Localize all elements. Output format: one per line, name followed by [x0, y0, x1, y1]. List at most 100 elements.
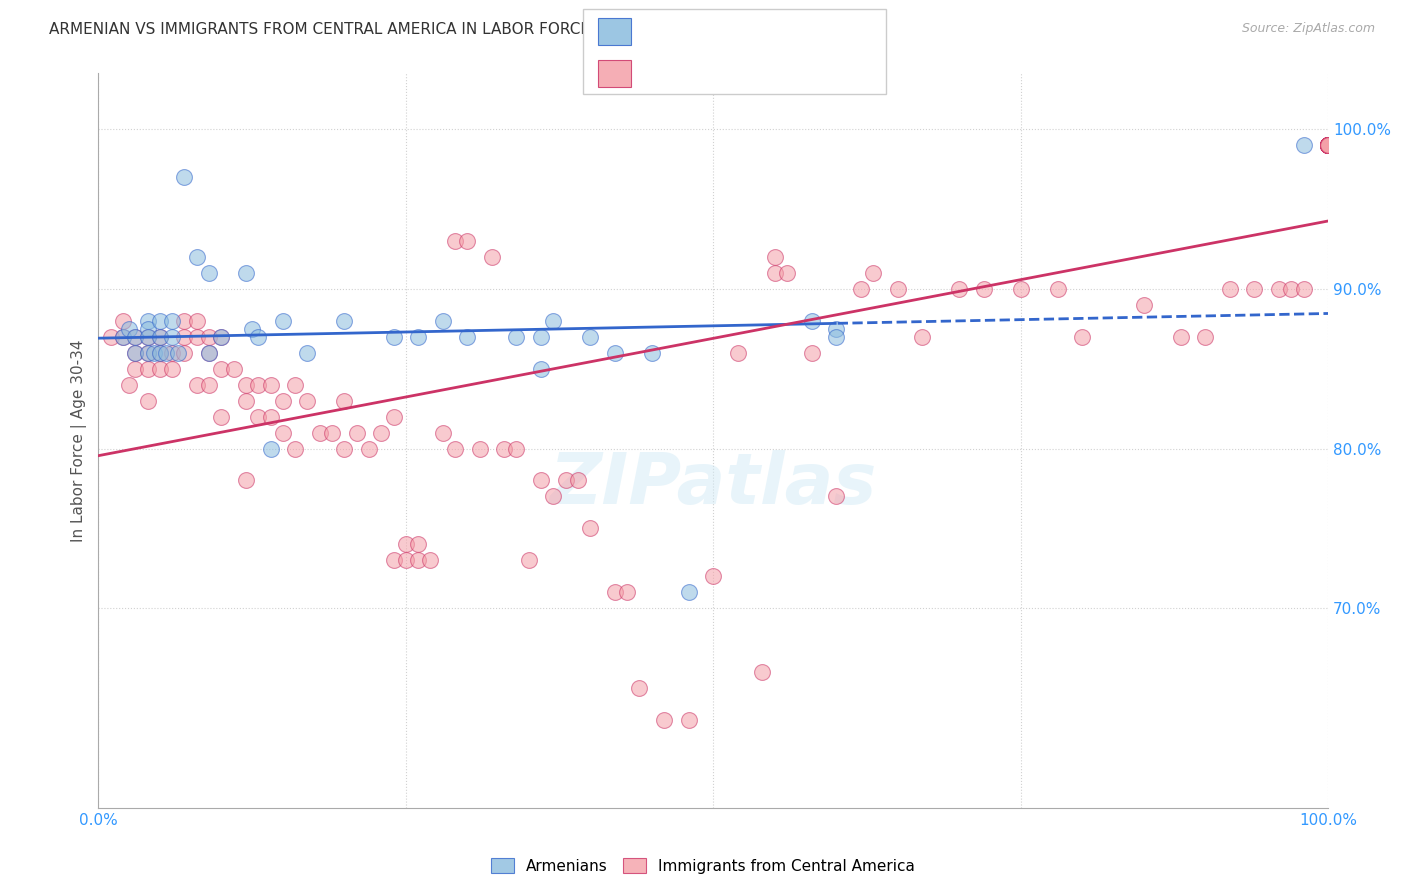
Point	[160, 329, 183, 343]
Point	[284, 377, 307, 392]
Text: 44: 44	[747, 24, 766, 38]
Point	[1317, 137, 1340, 152]
Point	[432, 425, 454, 440]
Point	[346, 425, 368, 440]
Point	[198, 345, 221, 359]
Point	[763, 250, 786, 264]
Point	[800, 345, 823, 359]
Point	[678, 713, 700, 727]
Point	[149, 329, 172, 343]
Y-axis label: In Labor Force | Age 30-34: In Labor Force | Age 30-34	[72, 339, 87, 541]
Point	[776, 266, 799, 280]
Point	[702, 569, 724, 583]
Text: 0.048: 0.048	[661, 24, 704, 38]
Point	[136, 361, 159, 376]
Point	[136, 345, 159, 359]
Point	[678, 585, 700, 599]
Point	[136, 345, 159, 359]
Point	[406, 329, 429, 343]
Point	[652, 713, 675, 727]
Point	[124, 329, 146, 343]
Point	[149, 345, 172, 359]
Point	[118, 321, 141, 335]
Point	[1317, 137, 1340, 152]
Point	[259, 442, 281, 456]
Point	[517, 553, 540, 567]
Point	[167, 345, 190, 359]
Point	[444, 234, 467, 248]
Point	[100, 329, 122, 343]
Point	[1010, 282, 1032, 296]
Text: ZIPatlas: ZIPatlas	[550, 450, 877, 519]
Point	[124, 329, 146, 343]
Point	[1317, 137, 1340, 152]
Text: Source: ZipAtlas.com: Source: ZipAtlas.com	[1241, 22, 1375, 36]
Point	[297, 393, 319, 408]
Point	[973, 282, 995, 296]
Point	[567, 474, 589, 488]
Point	[1317, 137, 1340, 152]
Point	[222, 361, 245, 376]
Text: ARMENIAN VS IMMIGRANTS FROM CENTRAL AMERICA IN LABOR FORCE | AGE 30-34 CORRELATI: ARMENIAN VS IMMIGRANTS FROM CENTRAL AMER…	[49, 22, 856, 38]
Point	[333, 393, 356, 408]
Point	[124, 345, 146, 359]
Point	[1317, 137, 1340, 152]
Point	[1317, 137, 1340, 152]
Point	[149, 345, 172, 359]
Point	[1317, 137, 1340, 152]
Point	[271, 393, 294, 408]
Point	[494, 442, 516, 456]
Point	[173, 314, 195, 328]
Point	[1317, 137, 1340, 152]
Point	[1317, 137, 1340, 152]
Point	[382, 553, 405, 567]
Point	[456, 234, 478, 248]
Point	[209, 361, 232, 376]
Point	[333, 314, 356, 328]
Text: R =: R =	[641, 66, 675, 80]
Point	[160, 361, 183, 376]
Point	[862, 266, 884, 280]
Point	[247, 329, 270, 343]
Point	[118, 377, 141, 392]
Point	[1317, 137, 1340, 152]
Point	[444, 442, 467, 456]
Point	[235, 377, 257, 392]
Point	[209, 329, 232, 343]
Point	[297, 345, 319, 359]
Point	[149, 314, 172, 328]
Point	[333, 442, 356, 456]
Point	[136, 393, 159, 408]
Point	[603, 585, 626, 599]
Point	[948, 282, 970, 296]
Point	[235, 393, 257, 408]
Point	[419, 553, 441, 567]
Point	[198, 345, 221, 359]
Point	[321, 425, 343, 440]
Point	[1317, 137, 1340, 152]
Point	[136, 329, 159, 343]
Point	[543, 490, 565, 504]
Point	[240, 321, 263, 335]
Point	[173, 329, 195, 343]
Point	[1219, 282, 1241, 296]
Point	[554, 474, 576, 488]
Point	[198, 377, 221, 392]
Point	[395, 537, 418, 551]
Point	[530, 361, 553, 376]
Point	[406, 537, 429, 551]
Point	[800, 314, 823, 328]
Point	[468, 442, 491, 456]
Point	[1317, 137, 1340, 152]
Point	[1317, 137, 1340, 152]
Point	[1317, 137, 1340, 152]
Point	[1317, 137, 1340, 152]
Point	[1046, 282, 1069, 296]
Point	[124, 345, 146, 359]
Point	[186, 314, 208, 328]
Point	[382, 409, 405, 424]
Point	[616, 585, 638, 599]
Legend: Armenians, Immigrants from Central America: Armenians, Immigrants from Central Ameri…	[485, 852, 921, 880]
Point	[271, 425, 294, 440]
Point	[259, 377, 281, 392]
